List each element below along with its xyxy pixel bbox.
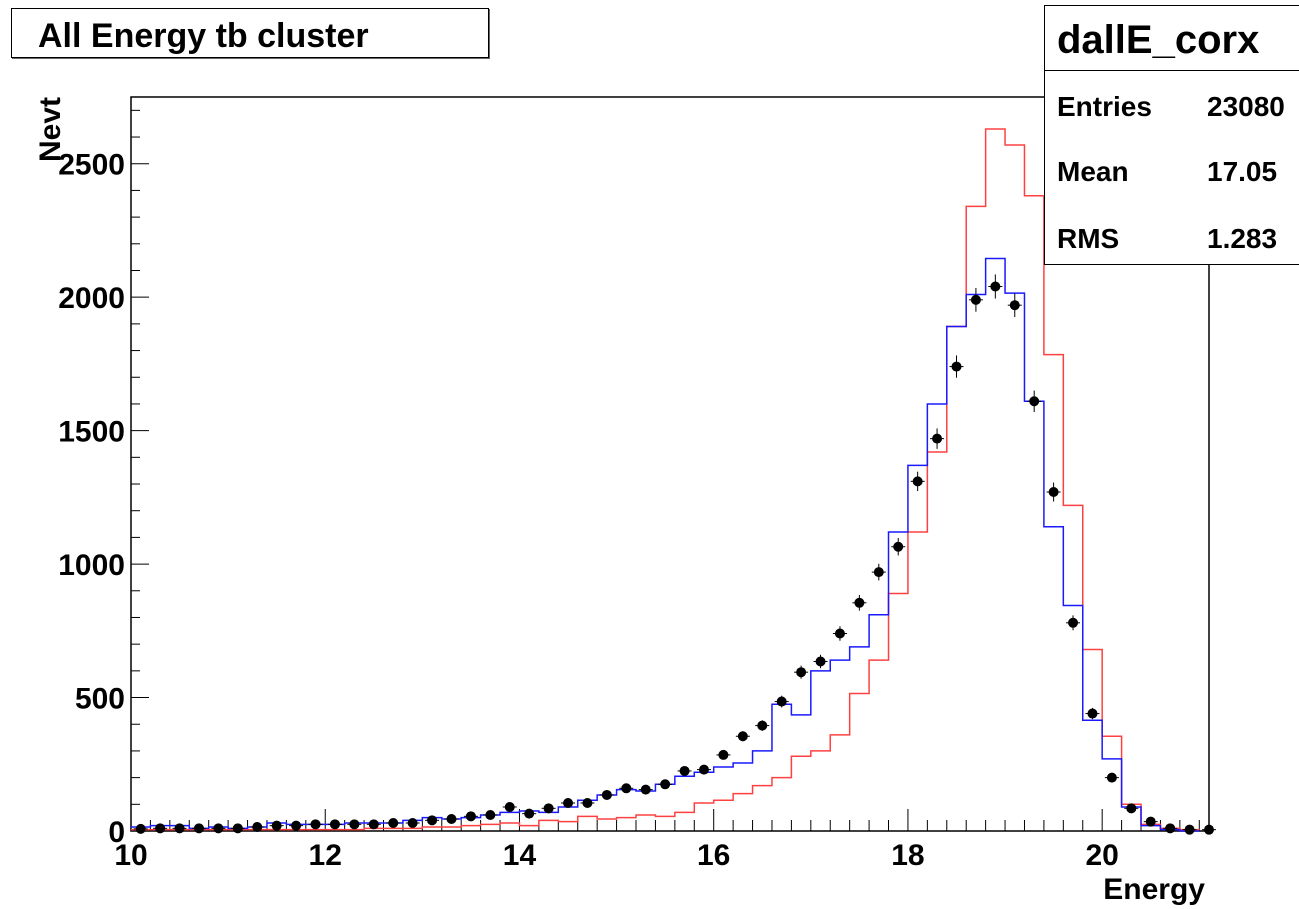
data-point — [912, 476, 923, 487]
x-tick-label: 10 — [114, 839, 147, 872]
data-point — [329, 819, 340, 830]
y-tick-label: 2000 — [58, 282, 125, 315]
data-point — [582, 797, 593, 808]
x-axis-label: Energy — [1103, 873, 1205, 906]
data-point — [271, 820, 282, 831]
data-point — [854, 597, 865, 608]
stats-divider — [1045, 70, 1299, 71]
stats-label: RMS — [1057, 223, 1120, 254]
data-point — [1087, 708, 1098, 719]
histogram-step-line — [131, 128, 1200, 831]
data-point — [427, 815, 438, 826]
data-point — [543, 803, 554, 814]
data-point — [1204, 824, 1214, 835]
y-tick-label: 0 — [108, 816, 125, 849]
data-point — [893, 541, 904, 552]
data-point — [1106, 772, 1117, 783]
data-point — [1165, 823, 1176, 834]
data-point — [504, 801, 515, 812]
stats-value: 1.283 — [1207, 223, 1278, 254]
data-point — [757, 720, 768, 731]
x-tick-label: 12 — [309, 839, 342, 872]
data-point — [679, 765, 690, 776]
data-point — [1145, 816, 1156, 827]
data-point — [1068, 617, 1079, 628]
stats-value: 17.05 — [1207, 156, 1278, 187]
data-point — [465, 811, 476, 822]
stats-box: dallE_corx Entries 23080 Mean 17.05 RMS … — [1044, 5, 1299, 265]
x-tick-label: 16 — [697, 839, 730, 872]
data-point — [291, 820, 302, 831]
data-point — [660, 779, 671, 790]
data-point — [1009, 300, 1020, 311]
data-point — [737, 731, 748, 742]
x-tick-label: 18 — [891, 839, 924, 872]
data-point — [368, 819, 379, 830]
data-point — [174, 823, 185, 834]
stats-label: Mean — [1057, 156, 1129, 187]
data-point — [310, 819, 321, 830]
data-point — [349, 819, 360, 830]
data-point — [640, 784, 651, 795]
data-point — [524, 808, 535, 819]
data-point — [873, 567, 884, 578]
data-point — [252, 821, 263, 832]
data-point — [815, 656, 826, 667]
data-point — [1048, 487, 1059, 498]
data-point — [990, 281, 1001, 292]
stats-value: 23080 — [1207, 91, 1285, 122]
y-tick-label: 2500 — [58, 149, 125, 182]
data-point — [1126, 803, 1137, 814]
data-point — [563, 797, 574, 808]
chart-title: All Energy tb cluster — [38, 17, 369, 55]
y-tick-label: 1000 — [58, 549, 125, 582]
data-point — [232, 823, 243, 834]
data-point — [601, 789, 612, 800]
data-point — [834, 628, 845, 639]
histogram-step-line — [131, 257, 1200, 832]
data-point — [1184, 824, 1195, 835]
data-point — [970, 294, 981, 305]
data-point — [951, 361, 962, 372]
data-point — [718, 749, 729, 760]
data-point — [776, 696, 787, 707]
data-point — [407, 817, 418, 828]
data-point — [446, 813, 457, 824]
data-point — [388, 817, 399, 828]
data-point — [932, 433, 943, 444]
data-point — [1029, 396, 1040, 407]
y-tick-label: 500 — [75, 683, 125, 716]
data-point — [155, 823, 166, 834]
chart-title-box: All Energy tb cluster — [11, 8, 489, 58]
histogram-name: dallE_corx — [1057, 18, 1260, 62]
y-tick-label: 1500 — [58, 416, 125, 449]
data-point — [193, 823, 204, 834]
data-point — [485, 809, 496, 820]
x-tick-label: 14 — [503, 839, 537, 872]
data-point — [698, 764, 709, 775]
data-point — [213, 823, 224, 834]
y-axis-label: Nevt — [34, 97, 67, 162]
x-tick-label: 20 — [1085, 839, 1118, 872]
data-point — [621, 783, 632, 794]
data-point — [796, 667, 807, 678]
data-point — [135, 823, 146, 834]
plot-frame — [130, 96, 1210, 832]
stats-label: Entries — [1057, 91, 1152, 122]
